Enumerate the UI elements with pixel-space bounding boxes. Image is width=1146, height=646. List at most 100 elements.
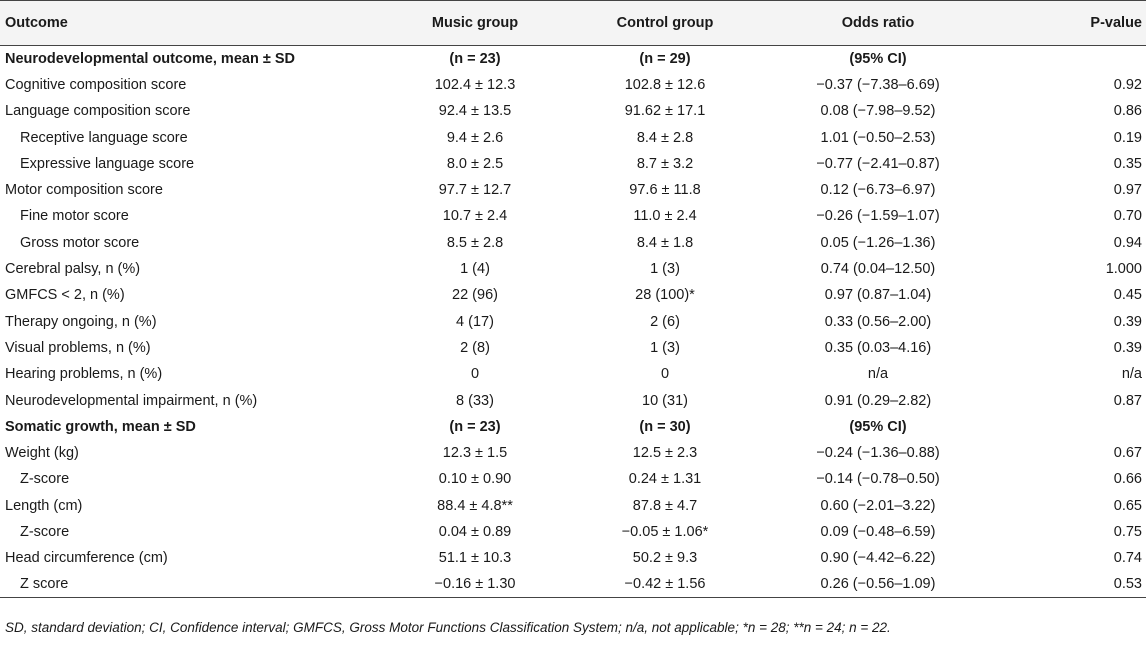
table-row: Motor composition score 97.7 ± 12.7 97.6 ±… bbox=[0, 177, 1146, 203]
row-label: Z-score bbox=[20, 471, 70, 488]
music-value: 0.04 ± 0.89 bbox=[438, 523, 512, 540]
p-value: 0.97 bbox=[1113, 182, 1142, 199]
odds-ratio-value: 0.12 (−6.73–6.97) bbox=[820, 182, 936, 199]
odds-ratio-value: 0.08 (−7.98–9.52) bbox=[820, 103, 936, 120]
odds-ratio-value: 0.97 (0.87–1.04) bbox=[824, 287, 932, 304]
odds-ratio-value: 0.60 (−2.01–3.22) bbox=[820, 497, 936, 514]
p-value: 0.39 bbox=[1113, 313, 1142, 330]
table-row: Head circumference (cm) 51.1 ± 10.3 50.2 ±… bbox=[0, 545, 1146, 571]
section-control-n: (n = 29) bbox=[639, 50, 691, 67]
section-ci: (95% CI) bbox=[849, 418, 907, 435]
table-row: Cerebral palsy, n (%) 1 (4) 1 (3) 0.74 (0.0… bbox=[0, 256, 1146, 282]
music-value: 92.4 ± 13.5 bbox=[438, 103, 512, 120]
row-label: Therapy ongoing, n (%) bbox=[5, 313, 157, 330]
section-title: Somatic growth, mean ± SD bbox=[5, 418, 196, 435]
header-music-group: Music group bbox=[380, 0, 570, 46]
p-value: 0.66 bbox=[1113, 471, 1142, 488]
section-empty-cell bbox=[996, 414, 1146, 440]
odds-ratio-value: −0.77 (−2.41–0.87) bbox=[816, 155, 940, 172]
header-p-value: P-value bbox=[996, 0, 1146, 46]
odds-ratio-value: n/a bbox=[867, 366, 889, 383]
table-footnote: SD, standard deviation; CI, Confidence i… bbox=[5, 620, 891, 635]
control-value: 50.2 ± 9.3 bbox=[632, 550, 698, 567]
music-value: 0.10 ± 0.90 bbox=[438, 471, 512, 488]
table-row: Neurodevelopmental impairment, n (%) 8 (3… bbox=[0, 387, 1146, 413]
control-value: −0.42 ± 1.56 bbox=[570, 571, 760, 599]
control-value: 8.4 ± 1.8 bbox=[636, 234, 694, 251]
row-label: Cognitive composition score bbox=[5, 76, 187, 93]
music-value: 102.4 ± 12.3 bbox=[434, 76, 516, 93]
odds-ratio-value: 0.05 (−1.26–1.36) bbox=[820, 234, 936, 251]
odds-ratio-value: −0.14 (−0.78–0.50) bbox=[816, 471, 940, 488]
control-value: 12.5 ± 2.3 bbox=[632, 445, 698, 462]
control-value: 91.62 ± 17.1 bbox=[624, 103, 706, 120]
p-value: n/a bbox=[1121, 366, 1142, 383]
row-label: Head circumference (cm) bbox=[5, 550, 168, 567]
music-value: −0.16 ± 1.30 bbox=[380, 571, 570, 599]
odds-ratio-value: 0.26 (−0.56–1.09) bbox=[760, 571, 996, 599]
control-value: 8.4 ± 2.8 bbox=[636, 129, 694, 146]
music-value: 8 (33) bbox=[456, 392, 494, 409]
row-label: Hearing problems, n (%) bbox=[5, 366, 163, 383]
table-row: Fine motor score 10.7 ± 2.4 11.0 ± 2.4 −0.2… bbox=[0, 203, 1146, 229]
control-value: 97.6 ± 11.8 bbox=[629, 182, 701, 199]
music-value: 88.4 ± 4.8** bbox=[437, 497, 513, 514]
control-value: 0 bbox=[660, 366, 670, 383]
p-value: 0.70 bbox=[1113, 208, 1142, 225]
table-row: Language composition score 92.4 ± 13.5 91.… bbox=[0, 98, 1146, 124]
p-value: 0.53 bbox=[996, 571, 1146, 599]
table-row: Weight (kg) 12.3 ± 1.5 12.5 ± 2.3 −0.24 (−1… bbox=[0, 440, 1146, 466]
table-header: Outcome Music group Control group Odds r… bbox=[0, 0, 1146, 46]
p-value: 0.86 bbox=[1113, 103, 1142, 120]
control-value: 1 (3) bbox=[650, 261, 680, 278]
p-value: 0.74 bbox=[1113, 550, 1142, 567]
row-label: Receptive language score bbox=[20, 129, 188, 146]
header-row: Outcome Music group Control group Odds r… bbox=[0, 0, 1146, 46]
music-value: 1 (4) bbox=[460, 261, 490, 278]
section-ci: (95% CI) bbox=[849, 50, 907, 67]
p-value: 0.67 bbox=[1113, 445, 1142, 462]
section-header-row: Somatic growth, mean ± SD (n = 23) (n = 30… bbox=[0, 414, 1146, 440]
control-value: 8.7 ± 3.2 bbox=[636, 155, 694, 172]
music-value: 4 (17) bbox=[456, 313, 494, 330]
row-label: Fine motor score bbox=[20, 208, 129, 225]
row-label: Gross motor score bbox=[20, 234, 140, 251]
row-label: Cerebral palsy, n (%) bbox=[5, 261, 141, 278]
control-value: 2 (6) bbox=[650, 313, 680, 330]
header-outcome: Outcome bbox=[0, 0, 380, 46]
control-value: 87.8 ± 4.7 bbox=[632, 497, 698, 514]
section-music-n: (n = 23) bbox=[449, 418, 501, 435]
outcome-table: Outcome Music group Control group Odds r… bbox=[0, 0, 1146, 599]
table-row: Gross motor score 8.5 ± 2.8 8.4 ± 1.8 0.05 … bbox=[0, 230, 1146, 256]
section-header-row: Neurodevelopmental outcome, mean ± SD (n … bbox=[0, 46, 1146, 72]
p-value: 0.92 bbox=[1113, 76, 1142, 93]
music-value: 8.5 ± 2.8 bbox=[446, 234, 504, 251]
table-row: Z-score 0.04 ± 0.89 −0.05 ± 1.06* 0.09 (−0.… bbox=[0, 519, 1146, 545]
control-value: 102.8 ± 12.6 bbox=[624, 76, 706, 93]
table-row: Z score −0.16 ± 1.30 −0.42 ± 1.56 0.26 (−0.… bbox=[0, 571, 1146, 599]
odds-ratio-value: 1.01 (−0.50–2.53) bbox=[820, 129, 936, 146]
section-music-n: (n = 23) bbox=[449, 50, 501, 67]
row-label: Neurodevelopmental impairment, n (%) bbox=[5, 392, 258, 409]
music-value: 0 bbox=[470, 366, 480, 383]
p-value: 0.45 bbox=[1113, 287, 1142, 304]
section-empty-cell bbox=[996, 46, 1146, 72]
p-value: 0.19 bbox=[1113, 129, 1142, 146]
row-label: Motor composition score bbox=[5, 182, 163, 199]
control-value: −0.05 ± 1.06* bbox=[621, 523, 709, 540]
odds-ratio-value: −0.26 (−1.59–1.07) bbox=[816, 208, 940, 225]
music-value: 2 (8) bbox=[460, 339, 490, 356]
table-row: Therapy ongoing, n (%) 4 (17) 2 (6) 0.33 (0… bbox=[0, 308, 1146, 334]
row-label: Weight (kg) bbox=[5, 445, 79, 462]
row-label: GMFCS < 2, n (%) bbox=[5, 287, 125, 304]
p-value: 0.94 bbox=[1113, 234, 1142, 251]
row-label: Z score bbox=[0, 571, 380, 599]
p-value: 0.87 bbox=[1113, 392, 1142, 409]
music-value: 12.3 ± 1.5 bbox=[442, 445, 508, 462]
table-row: Visual problems, n (%) 2 (8) 1 (3) 0.35 (0.… bbox=[0, 335, 1146, 361]
section-control-n: (n = 30) bbox=[639, 418, 691, 435]
table-row: Length (cm) 88.4 ± 4.8** 87.8 ± 4.7 0.60 (−… bbox=[0, 493, 1146, 519]
p-value: 1.000 bbox=[1105, 261, 1142, 278]
odds-ratio-value: 0.91 (0.29–2.82) bbox=[824, 392, 932, 409]
